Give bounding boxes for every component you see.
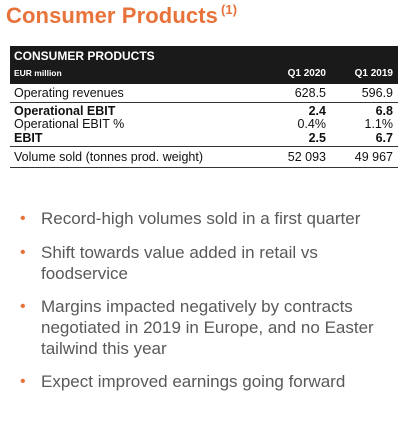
row-value-q1-2019: 49 967: [354, 150, 393, 164]
table-row-operational-ebit-percent: Operational EBIT % 0.4% 1.1%: [10, 118, 398, 131]
bullet-dot-icon: •: [20, 298, 26, 315]
row-value-q1-2020: 2.5: [308, 131, 326, 145]
slide-title-text: Consumer Products: [6, 3, 218, 28]
table-row-volume-sold: Volume sold (tonnes prod. weight) 52 093…: [10, 147, 398, 167]
bullet-item: • Expect improved earnings going forward: [18, 371, 403, 392]
bullet-text: Expect improved earnings going forward: [41, 372, 346, 391]
table-header: CONSUMER PRODUCTS EUR million Q1 2020 Q1…: [10, 46, 398, 84]
table-row-operational-ebit: Operational EBIT 2.4 6.8: [10, 105, 398, 118]
row-value-q1-2019: 6.7: [375, 131, 393, 145]
table-row-ebit: EBIT 2.5 6.7: [10, 131, 398, 146]
row-separator: [10, 102, 398, 103]
column-header-q1-2020: Q1 2020: [287, 68, 326, 79]
row-value-q1-2019: 1.1%: [364, 117, 394, 131]
row-label: EBIT: [14, 131, 43, 145]
bullet-text: Margins impacted negatively by contracts…: [41, 297, 374, 358]
row-label: Operational EBIT: [14, 104, 116, 118]
bullet-dot-icon: •: [20, 373, 26, 390]
bullet-dot-icon: •: [20, 244, 26, 261]
consumer-products-table: CONSUMER PRODUCTS EUR million Q1 2020 Q1…: [10, 46, 398, 168]
bullet-list: • Record-high volumes sold in a first qu…: [18, 208, 403, 392]
row-value-q1-2020: 0.4%: [297, 117, 327, 131]
title-footnote: (1): [220, 2, 238, 17]
row-label: Operating revenues: [14, 86, 124, 100]
row-value-q1-2019: 6.8: [375, 104, 393, 118]
bullet-item: • Record-high volumes sold in a first qu…: [18, 208, 403, 229]
row-separator: [10, 146, 398, 147]
table-unit: EUR million: [14, 68, 62, 78]
row-value-q1-2019: 596.9: [361, 86, 393, 100]
bullet-dot-icon: •: [20, 210, 26, 227]
bullet-text: Record-high volumes sold in a first quar…: [41, 209, 361, 228]
table-row-operating-revenues: Operating revenues 628.5 596.9: [10, 84, 398, 102]
row-value-q1-2020: 2.4: [308, 104, 326, 118]
row-value-q1-2020: 628.5: [294, 86, 326, 100]
bullet-text: Shift towards value added in retail vs f…: [41, 243, 318, 283]
table-name: CONSUMER PRODUCTS: [14, 49, 155, 63]
column-header-q1-2019: Q1 2019: [354, 68, 393, 79]
row-separator: [10, 167, 398, 168]
row-label: Volume sold (tonnes prod. weight): [14, 150, 203, 164]
bullet-item: • Margins impacted negatively by contrac…: [18, 296, 403, 359]
slide-title: Consumer Products (1): [6, 2, 237, 29]
row-label: Operational EBIT %: [14, 117, 125, 131]
bullet-item: • Shift towards value added in retail vs…: [18, 242, 403, 284]
row-value-q1-2020: 52 093: [287, 150, 326, 164]
